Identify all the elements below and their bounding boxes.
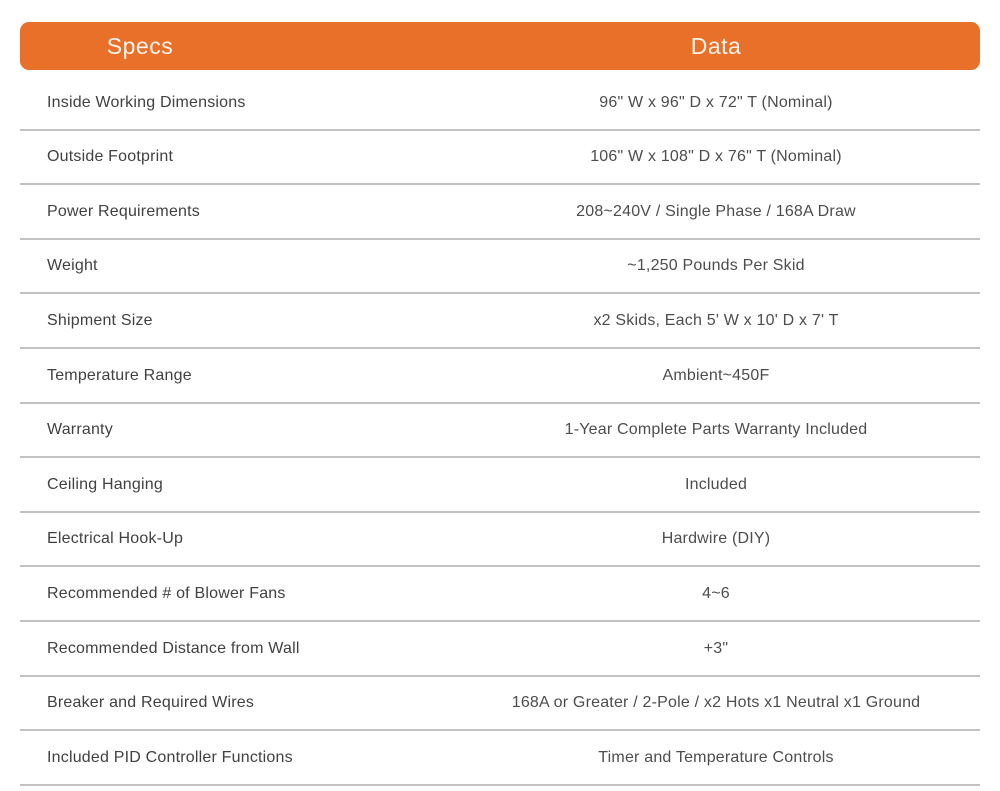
spec-value: +3" [703,639,729,657]
spec-value: 208~240V / Single Phase / 168A Draw [576,202,856,220]
spec-value: 4~6 [702,585,730,603]
spec-label: Shipment Size [47,312,153,330]
spec-label: Power Requirements [47,202,200,220]
spec-value: Ambient~450F [662,366,770,384]
spec-label: Recommended # of Blower Fans [47,585,286,603]
spec-label: Temperature Range [47,366,192,384]
table-row: Inside Working Dimensions 96" W x 96" D … [20,76,980,131]
spec-label: Included PID Controller Functions [47,748,293,766]
table-row: Outside Footprint 106" W x 108" D x 76" … [20,131,980,186]
spec-value: 96" W x 96" D x 72" T (Nominal) [599,93,833,111]
spec-label: Recommended Distance from Wall [47,639,300,657]
table-row: Breaker and Required Wires 168A or Great… [20,677,980,732]
data-column-header: Data [690,32,742,59]
table-row: Ceiling Hanging Included [20,458,980,513]
table-row: Included PID Controller Functions Timer … [20,731,980,786]
specs-column-header: Specs [106,32,174,59]
spec-label: Ceiling Hanging [47,475,163,493]
table-row: Warranty 1-Year Complete Parts Warranty … [20,404,980,459]
spec-value: 106" W x 108" D x 76" T (Nominal) [590,148,842,166]
table-row: Shipment Size x2 Skids, Each 5' W x 10' … [20,294,980,349]
table-row: Temperature Range Ambient~450F [20,349,980,404]
table-body: Inside Working Dimensions 96" W x 96" D … [20,76,980,786]
table-row: Power Requirements 208~240V / Single Pha… [20,185,980,240]
spec-value: 168A or Greater / 2-Pole / x2 Hots x1 Ne… [511,694,921,712]
spec-value: ~1,250 Pounds Per Skid [627,257,805,275]
spec-value: 1-Year Complete Parts Warranty Included [564,421,868,439]
spec-table: Specs Data Inside Working Dimensions 96"… [20,22,980,786]
table-row: Weight ~1,250 Pounds Per Skid [20,240,980,295]
spec-value: Hardwire (DIY) [661,530,771,548]
spec-label: Inside Working Dimensions [47,93,246,111]
spec-label: Electrical Hook-Up [47,530,184,548]
spec-label: Outside Footprint [47,148,174,166]
table-row: Electrical Hook-Up Hardwire (DIY) [20,513,980,568]
spec-value: Timer and Temperature Controls [598,748,834,766]
table-row: Recommended Distance from Wall +3" [20,622,980,677]
table-row: Recommended # of Blower Fans 4~6 [20,567,980,622]
spec-label: Breaker and Required Wires [47,694,255,712]
spec-label: Warranty [47,421,113,439]
table-header: Specs Data [20,22,980,70]
spec-value: x2 Skids, Each 5' W x 10' D x 7' T [593,312,839,330]
spec-value: Included [684,475,748,493]
spec-label: Weight [47,257,98,275]
